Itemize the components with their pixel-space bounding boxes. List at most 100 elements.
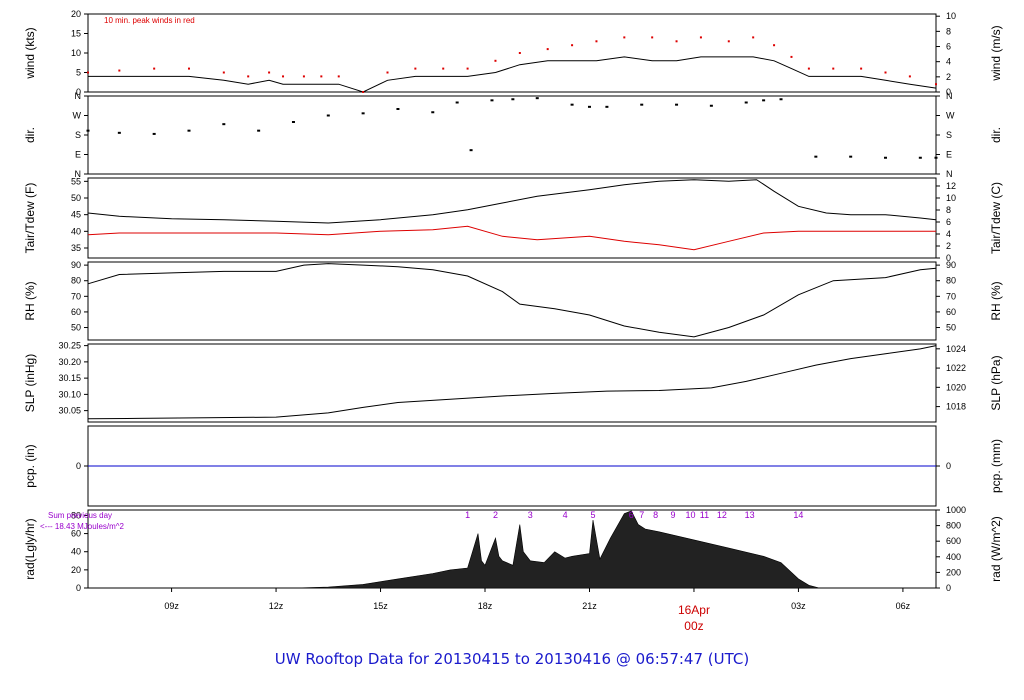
left-tick-label: 15 [71, 29, 81, 39]
time-tick-label: 15z [373, 601, 388, 611]
left-tick-label: 35 [71, 243, 81, 253]
page-title: UW Rooftop Data for 20130415 to 20130416… [274, 650, 750, 668]
right-axis-label: rad (W/m^2) [989, 516, 1003, 582]
left-tick-label: 0 [76, 583, 81, 593]
peak-wind-point [807, 67, 810, 70]
right-tick-label: 1022 [946, 363, 966, 373]
day-marker-label: 16Apr [678, 603, 710, 617]
direction-point [396, 108, 400, 110]
right-tick-label: 1024 [946, 344, 966, 354]
peak-wind-point [187, 67, 190, 70]
direction-point [117, 131, 121, 134]
right-tick-label: E [946, 150, 952, 160]
sum-note-title: Sum previous day [48, 511, 112, 520]
peak-wind-point [87, 71, 89, 74]
panel-frame [87, 177, 937, 259]
direction-point [187, 129, 191, 132]
left-tick-label: 80 [71, 276, 81, 286]
right-axis-label: dir. [989, 127, 1003, 143]
direction-point [918, 156, 922, 159]
peak-wind-point [282, 75, 285, 78]
left-tick-label: 5 [76, 68, 81, 78]
peak-wind-point [320, 75, 323, 78]
direction-point [814, 155, 818, 158]
right-tick-label: 1020 [946, 382, 966, 392]
left-tick-label: 30.15 [58, 373, 81, 383]
right-tick-label: 50 [946, 323, 956, 333]
time-tick-label: 21z [582, 601, 597, 611]
day-marker-time: 00z [684, 619, 703, 633]
right-tick-label: 0 [946, 461, 951, 471]
panel-frame [87, 261, 937, 341]
peak-wind-point [860, 67, 863, 70]
series-line-slp [87, 345, 937, 420]
radiation-marker: 12 [717, 510, 727, 520]
left-tick-label: 0 [76, 87, 81, 97]
right-tick-label: 400 [946, 552, 961, 562]
right-tick-label: 600 [946, 536, 961, 546]
left-tick-label: 0 [76, 461, 81, 471]
left-tick-label: 40 [71, 547, 81, 557]
panel-temp: 35 40 45 50 55 0 2 4 6 8 10 12 Tair/Tdew (F) Tair/Tde… [23, 176, 1003, 263]
right-axis-label: wind (m/s) [989, 25, 1003, 81]
direction-point [570, 103, 574, 106]
left-tick-label: 30.20 [58, 357, 81, 367]
peak-wind-annotation: 10 min. peak winds in red [104, 16, 195, 25]
peak-wind-point [518, 52, 521, 54]
panel-rh: 50 60 70 80 90 50 60 70 80 90 RH (%) RH (%) [23, 260, 1003, 341]
left-tick-label: 60 [71, 307, 81, 317]
radiation-marker: 7 [639, 510, 644, 520]
peak-wind-point [247, 75, 250, 78]
right-tick-label: N [946, 169, 953, 179]
sum-note-value: <--- 18.43 MJoules/m^2 [40, 522, 125, 531]
right-tick-label: 90 [946, 260, 956, 270]
peak-wind-point [222, 71, 225, 74]
direction-point [222, 123, 226, 126]
left-axis-label: SLP (inHg) [23, 354, 37, 412]
radiation-marker: 4 [563, 510, 568, 520]
direction-point [605, 105, 609, 108]
left-axis-label: wind (kts) [23, 27, 37, 79]
peak-wind-point [571, 44, 574, 47]
right-tick-label: 800 [946, 521, 961, 531]
left-tick-label: W [73, 111, 82, 121]
panel-frame [87, 95, 937, 175]
peak-wind-point [466, 67, 469, 70]
right-tick-label: 1018 [946, 402, 966, 412]
right-tick-label: 60 [946, 307, 956, 317]
right-axis-label: Tair/Tdew (C) [989, 182, 1003, 254]
left-tick-label: 45 [71, 210, 81, 220]
right-axis-label: pcp. (mm) [989, 439, 1003, 493]
time-tick-label: 09z [164, 601, 179, 611]
left-tick-label: 60 [71, 529, 81, 539]
left-tick-label: 30.05 [58, 406, 81, 416]
right-tick-label: N [946, 91, 953, 101]
radiation-marker: 6 [629, 510, 634, 520]
peak-wind-point [773, 44, 776, 47]
right-tick-label: 2 [946, 241, 951, 251]
left-tick-label: 20 [71, 9, 81, 19]
peak-wind-point [727, 40, 730, 43]
direction-point [934, 156, 938, 159]
right-tick-label: 12 [946, 181, 956, 191]
time-tick-label: 12z [269, 601, 284, 611]
direction-point [849, 155, 853, 158]
peak-wind-point [935, 83, 937, 86]
left-tick-label: N [75, 91, 82, 101]
left-tick-label: N [75, 169, 82, 179]
radiation-marker: 13 [745, 510, 755, 520]
radiation-marker: 9 [671, 510, 676, 520]
right-tick-label: 0 [946, 253, 951, 263]
left-tick-label: 30.25 [58, 341, 81, 351]
direction-point [291, 121, 295, 123]
left-tick-label: 50 [71, 193, 81, 203]
series-line-tair [87, 179, 937, 224]
direction-point [762, 99, 766, 102]
left-tick-label: 55 [71, 176, 81, 186]
radiation-marker: 11 [700, 510, 709, 520]
left-tick-label: 70 [71, 291, 81, 301]
peak-wind-point [790, 55, 793, 58]
left-axis-label: Tair/Tdew (F) [23, 183, 37, 254]
direction-point [326, 114, 330, 117]
direction-point [257, 129, 261, 132]
